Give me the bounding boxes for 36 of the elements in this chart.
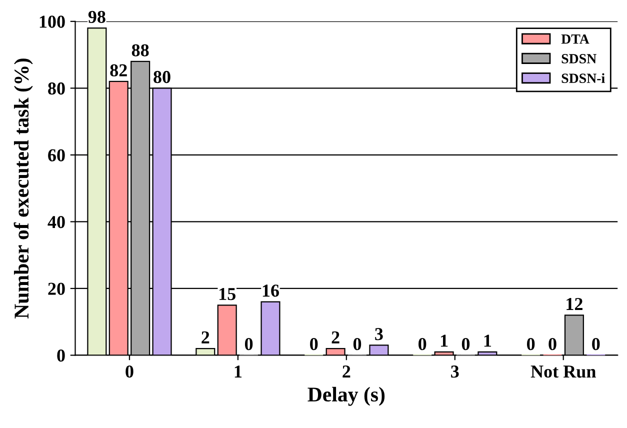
x-tick-label: 1: [234, 366, 242, 378]
x-tick-label: 0: [126, 365, 134, 378]
data-label: 98: [88, 10, 106, 24]
x-tick-label: 2: [342, 366, 350, 378]
data-label: 82: [110, 64, 127, 76]
data-label: 0: [526, 338, 535, 350]
data-label: 2: [332, 331, 340, 344]
data-label: 0: [244, 338, 253, 350]
data-label: 3: [375, 328, 383, 340]
data-label: 15: [220, 288, 236, 300]
x-axis-title: Delay (s): [308, 386, 385, 406]
data-label: 1: [440, 334, 448, 347]
x-tick-label: 3: [451, 366, 459, 378]
data-label: 0: [418, 338, 426, 350]
legend-label: SDSN-i: [562, 73, 605, 84]
legend-label: SDSN: [562, 54, 596, 64]
data-label: 0: [592, 338, 600, 350]
data-label: 0: [548, 338, 556, 350]
legend-label: DTA: [561, 34, 590, 44]
y-axis-title: Number of executed task (%): [14, 58, 33, 318]
data-label: 12: [566, 298, 582, 310]
y-tick-label: 80: [48, 82, 65, 95]
y-tick-label: 100: [40, 16, 65, 28]
data-label: 2: [202, 331, 210, 344]
data-label: 0: [462, 338, 470, 350]
x-tick-label: Not Run: [530, 366, 596, 378]
data-label: 80: [154, 70, 170, 84]
y-tick-label: 0: [57, 349, 65, 362]
data-label: 0: [310, 338, 318, 350]
y-tick-label: 20: [48, 282, 65, 295]
y-tick-label: 40: [48, 216, 65, 228]
data-label: 0: [353, 338, 362, 350]
data-label: 1: [484, 334, 492, 347]
data-label: 88: [132, 44, 149, 56]
y-tick-label: 60: [48, 149, 65, 162]
data-label: 16: [262, 284, 279, 297]
